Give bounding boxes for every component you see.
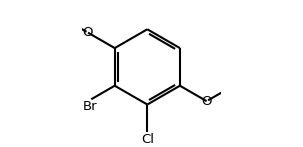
- Text: O: O: [201, 95, 212, 108]
- Text: Br: Br: [83, 100, 98, 113]
- Text: Cl: Cl: [141, 133, 154, 146]
- Text: O: O: [83, 26, 93, 39]
